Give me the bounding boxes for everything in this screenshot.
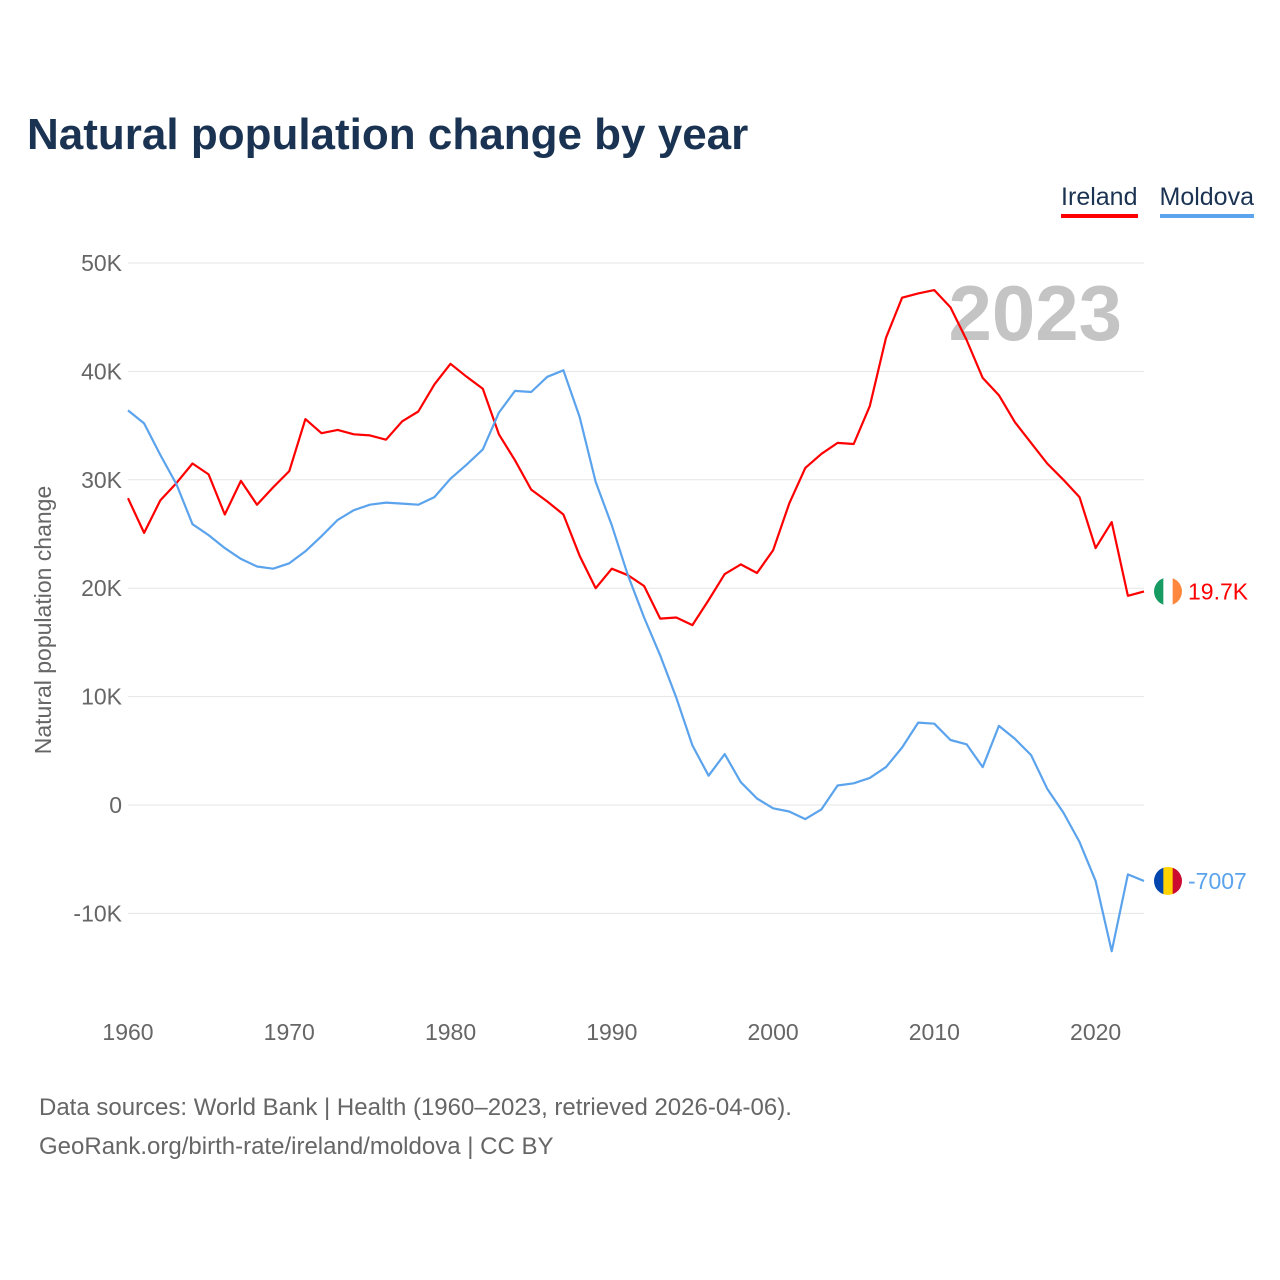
y-tick-label: 30K [81,467,123,493]
x-tick-label: 2000 [747,1019,798,1045]
flag-icon-ireland [1154,577,1182,606]
end-label-moldova: -7007 [1188,868,1247,894]
source-url[interactable]: GeoRank.org/birth-rate/ireland/moldova |… [39,1133,554,1160]
source-note: Data sources: World Bank | Health (1960–… [39,1088,792,1166]
y-tick-label: 10K [81,684,123,710]
series-line-moldova [127,369,1145,953]
y-tick-label: 40K [81,358,123,384]
source-line: Data sources: World Bank | Health (1960–… [39,1094,792,1121]
y-tick-label: 0 [109,792,122,818]
legend-ireland[interactable]: Ireland [1061,183,1138,218]
series-line-ireland [127,289,1145,627]
x-tick-label: 1980 [425,1019,476,1045]
x-tick-label: 2020 [1070,1019,1121,1045]
y-axis-label: Natural population change [30,486,56,755]
x-tick-label: 1960 [102,1019,153,1045]
x-tick-label: 1990 [586,1019,637,1045]
legend: Ireland Moldova [1061,183,1254,218]
y-tick-label: 20K [81,575,123,601]
year-watermark: 2023 [948,269,1122,357]
y-tick-label: 50K [81,250,123,276]
chart-title: Natural population change by year [27,110,749,159]
legend-moldova[interactable]: Moldova [1159,183,1254,218]
x-tick-label: 1970 [264,1019,315,1045]
x-tick-label: 2010 [909,1019,960,1045]
flag-icon-moldova [1154,866,1182,895]
y-tick-label: -10K [73,900,122,926]
end-label-ireland: 19.7K [1188,578,1249,604]
